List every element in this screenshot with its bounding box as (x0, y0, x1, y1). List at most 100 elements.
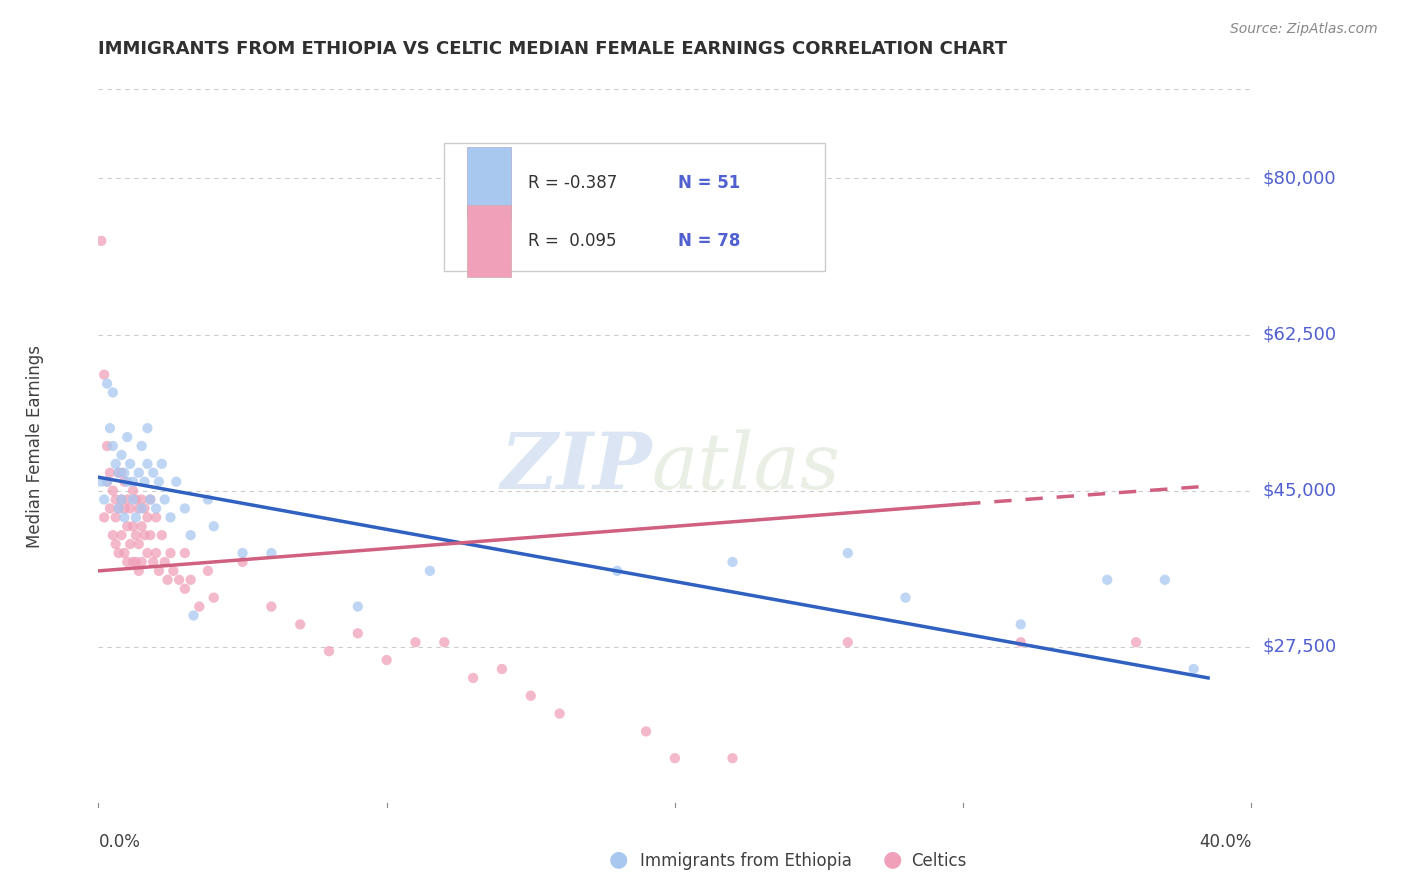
Point (153, 492, 176, 507)
Point (96, 475, 118, 489)
Point (231, 555, 254, 569)
Text: $80,000: $80,000 (1263, 169, 1336, 187)
Point (139, 492, 162, 507)
Point (837, 635, 859, 649)
Point (131, 492, 153, 507)
Point (180, 528, 202, 542)
Point (128, 501, 150, 516)
Point (433, 635, 456, 649)
Text: ●: ● (609, 850, 628, 870)
Point (167, 573, 190, 587)
Point (93, 510, 115, 524)
Point (110, 466, 132, 480)
Point (96, 475, 118, 489)
Point (93, 492, 115, 507)
Point (174, 501, 197, 516)
Point (98, 466, 121, 480)
Point (122, 492, 145, 507)
Point (110, 528, 132, 542)
Point (112, 475, 135, 489)
Point (125, 510, 148, 524)
Point (145, 510, 167, 524)
Point (156, 573, 179, 587)
Point (188, 599, 211, 614)
Point (90, 475, 112, 489)
Point (159, 510, 181, 524)
Point (346, 599, 368, 614)
Text: N = 78: N = 78 (678, 232, 741, 250)
Point (142, 555, 165, 569)
Point (197, 564, 219, 578)
Text: 0.0%: 0.0% (98, 833, 141, 851)
Point (202, 591, 225, 605)
Point (122, 519, 145, 533)
Point (520, 689, 543, 703)
Point (101, 439, 124, 453)
Point (110, 492, 132, 507)
Text: ●: ● (883, 850, 903, 870)
Point (260, 546, 283, 560)
Point (128, 537, 150, 551)
Point (98, 501, 121, 516)
Point (231, 546, 254, 560)
Point (134, 501, 156, 516)
Point (107, 466, 129, 480)
Point (145, 501, 167, 516)
Point (122, 555, 145, 569)
Point (1010, 617, 1032, 632)
Point (165, 475, 187, 489)
Point (664, 751, 686, 765)
Point (128, 466, 150, 480)
Point (162, 564, 184, 578)
Point (131, 555, 153, 569)
Point (197, 492, 219, 507)
Point (419, 564, 441, 578)
Point (125, 492, 148, 507)
Point (90, 234, 112, 248)
Point (721, 555, 744, 569)
Point (145, 546, 167, 560)
Point (1153, 573, 1175, 587)
Point (491, 662, 513, 676)
Point (112, 546, 135, 560)
Point (122, 475, 145, 489)
Point (120, 501, 142, 516)
Point (104, 457, 127, 471)
Text: R = -0.387: R = -0.387 (529, 174, 617, 192)
Point (117, 555, 138, 569)
Point (107, 501, 129, 516)
Point (150, 457, 173, 471)
Point (136, 421, 159, 435)
Point (112, 466, 135, 480)
Point (461, 671, 484, 685)
Point (122, 483, 145, 498)
Point (148, 475, 170, 489)
Point (134, 475, 156, 489)
Point (117, 475, 138, 489)
Point (136, 457, 159, 471)
Text: IMMIGRANTS FROM ETHIOPIA VS CELTIC MEDIAN FEMALE EARNINGS CORRELATION CHART: IMMIGRANTS FROM ETHIOPIA VS CELTIC MEDIA… (98, 40, 1008, 58)
Point (131, 439, 153, 453)
Point (139, 528, 162, 542)
Point (104, 510, 127, 524)
Point (318, 644, 340, 658)
Point (120, 457, 142, 471)
Point (104, 537, 127, 551)
Point (128, 564, 150, 578)
Point (107, 546, 129, 560)
Point (93, 368, 115, 382)
Text: R =  0.095: R = 0.095 (529, 232, 617, 250)
Point (375, 653, 398, 667)
Text: $62,500: $62,500 (1263, 326, 1337, 343)
Point (180, 573, 202, 587)
Point (110, 448, 132, 462)
Point (107, 501, 129, 516)
Point (636, 724, 658, 739)
Point (183, 608, 205, 623)
Point (112, 501, 135, 516)
Point (136, 510, 159, 524)
Point (159, 546, 181, 560)
Point (290, 617, 312, 632)
Point (131, 519, 153, 533)
Text: N = 51: N = 51 (678, 174, 741, 192)
